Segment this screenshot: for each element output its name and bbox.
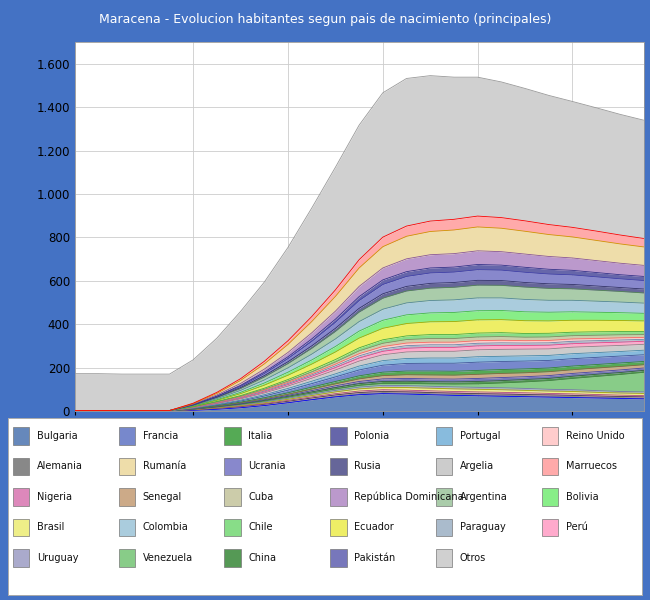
Text: Argentina: Argentina [460,492,508,502]
Bar [13,518,29,536]
Text: Portugal: Portugal [460,431,500,441]
Text: http://www.foro-ciudad.com: http://www.foro-ciudad.com [526,444,644,453]
Text: Chile: Chile [248,523,273,532]
Text: Alemania: Alemania [37,461,83,472]
Bar [436,458,452,475]
Text: Cuba: Cuba [248,492,274,502]
Bar [330,549,346,567]
Text: Brasil: Brasil [37,523,64,532]
Bar [224,427,241,445]
Bar [436,549,452,567]
Bar [330,427,346,445]
Text: Uruguay: Uruguay [37,553,79,563]
Text: Rusia: Rusia [354,461,381,472]
Text: Ucrania: Ucrania [248,461,286,472]
Bar [436,518,452,536]
Bar [13,427,29,445]
Bar [118,549,135,567]
Bar [436,488,452,506]
Text: Pakistán: Pakistán [354,553,395,563]
Text: Italia: Italia [248,431,273,441]
Text: Polonia: Polonia [354,431,389,441]
Bar [330,458,346,475]
Text: República Dominicana: República Dominicana [354,491,464,502]
Text: Bulgaria: Bulgaria [37,431,77,441]
Text: Otros: Otros [460,553,486,563]
Text: Colombia: Colombia [143,523,188,532]
Bar [13,488,29,506]
Text: Bolivia: Bolivia [566,492,598,502]
Text: Senegal: Senegal [143,492,182,502]
Bar [330,518,346,536]
Text: Ecuador: Ecuador [354,523,394,532]
Bar [13,458,29,475]
Bar [541,458,558,475]
Bar [224,518,241,536]
Bar [118,427,135,445]
Bar [118,488,135,506]
Text: Argelia: Argelia [460,461,494,472]
Bar [541,427,558,445]
Text: Venezuela: Venezuela [143,553,193,563]
Text: Paraguay: Paraguay [460,523,506,532]
Bar [118,458,135,475]
Bar [436,427,452,445]
Text: Nigeria: Nigeria [37,492,72,502]
Text: China: China [248,553,276,563]
Bar [541,518,558,536]
Bar [330,488,346,506]
Text: Perú: Perú [566,523,588,532]
Text: Marruecos: Marruecos [566,461,617,472]
Bar [13,549,29,567]
Bar [224,458,241,475]
Text: Reino Unido: Reino Unido [566,431,624,441]
Bar [541,488,558,506]
Text: Francia: Francia [143,431,178,441]
Text: Rumanía: Rumanía [143,461,186,472]
Bar [118,518,135,536]
Text: Maracena - Evolucion habitantes segun pais de nacimiento (principales): Maracena - Evolucion habitantes segun pa… [99,13,551,26]
Bar [224,488,241,506]
Bar [224,549,241,567]
